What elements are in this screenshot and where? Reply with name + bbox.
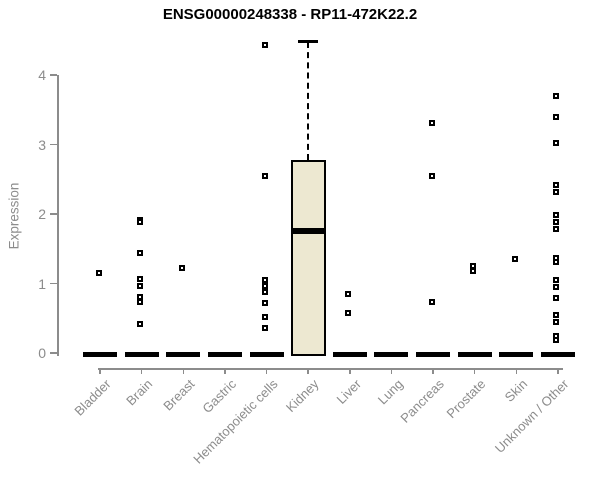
y-tick — [50, 352, 57, 354]
y-tick — [50, 74, 57, 76]
y-tick — [50, 282, 57, 285]
y-tick — [50, 213, 57, 215]
upper-whisker — [307, 41, 310, 160]
zero-median-dash — [207, 351, 242, 357]
outlier-point — [262, 299, 269, 306]
outlier-point — [553, 92, 560, 99]
y-tick-label: 2 — [38, 206, 46, 222]
x-category-label: Lung — [374, 376, 406, 408]
outlier-point — [137, 283, 144, 290]
outlier-point — [553, 181, 560, 188]
outlier-point — [428, 298, 435, 305]
outlier-point — [553, 218, 560, 225]
x-category-label: Kidney — [283, 376, 323, 416]
x-category-label: Pancreas — [397, 376, 447, 426]
outlier-point — [95, 270, 102, 277]
outlier-point — [137, 320, 144, 327]
outlier-point — [345, 309, 352, 316]
outlier-point — [553, 140, 560, 147]
outlier-point — [511, 256, 518, 263]
outlier-point — [553, 318, 560, 325]
zero-median-dash — [540, 351, 575, 357]
outlier-point — [553, 225, 560, 232]
x-category-label: Gastric — [199, 376, 239, 417]
x-category-label: Breast — [160, 376, 198, 414]
y-tick-label: 0 — [38, 345, 46, 361]
outlier-point — [553, 188, 560, 195]
outlier-point — [262, 172, 269, 179]
outlier-point — [262, 42, 269, 49]
outlier-point — [137, 249, 144, 256]
x-tick — [515, 368, 518, 374]
x-tick — [557, 368, 559, 374]
x-tick — [99, 368, 101, 374]
y-tick-label: 3 — [38, 136, 46, 153]
outlier-point — [345, 290, 352, 297]
x-tick — [140, 368, 143, 374]
y-tick — [50, 143, 57, 146]
x-tick — [473, 368, 476, 374]
outlier-point — [262, 324, 269, 331]
x-tick — [224, 368, 226, 374]
outlier-point — [428, 119, 435, 126]
x-tick — [265, 368, 268, 374]
outlier-point — [553, 114, 560, 121]
zero-median-dash — [124, 351, 159, 357]
x-tick — [349, 368, 351, 374]
zero-median-dash — [374, 351, 409, 357]
zero-median-dash — [499, 351, 534, 357]
chart-title: ENSG00000248338 - RP11-472K22.2 — [162, 6, 418, 23]
outlier-point — [553, 283, 560, 290]
outlier-point — [470, 267, 477, 274]
outlier-point — [553, 211, 560, 218]
x-tick — [307, 368, 309, 374]
x-category-label: Skin — [501, 376, 531, 405]
x-axis-line — [98, 368, 563, 370]
zero-median-dash — [332, 351, 367, 357]
x-category-label: Prostate — [443, 376, 489, 422]
x-category-label: Unknown / Other — [492, 376, 572, 456]
outlier-point — [178, 264, 185, 271]
x-tick — [182, 368, 185, 374]
x-category-label: Liver — [333, 376, 364, 407]
outlier-point — [262, 313, 269, 320]
y-tick-label: 4 — [38, 67, 46, 83]
x-tick — [390, 368, 393, 374]
outlier-point — [428, 172, 435, 179]
outlier-point — [553, 311, 560, 318]
outlier-point — [137, 219, 144, 226]
x-category-label: Bladder — [71, 376, 114, 419]
outlier-point — [262, 277, 269, 284]
y-axis-line — [57, 75, 59, 356]
outlier-point — [553, 295, 560, 302]
outlier-point — [553, 277, 560, 284]
whisker-cap — [298, 40, 319, 44]
zero-median-dash — [416, 351, 451, 357]
median-line — [292, 228, 324, 235]
zero-median-dash — [166, 351, 201, 357]
box — [290, 159, 326, 356]
zero-median-dash — [457, 351, 492, 357]
outlier-point — [553, 258, 560, 265]
outlier-point — [553, 337, 560, 344]
zero-median-dash — [83, 351, 117, 357]
x-category-label: Brain — [123, 376, 156, 409]
x-tick — [432, 368, 434, 374]
zero-median-dash — [249, 351, 284, 357]
y-tick-label: 1 — [38, 275, 46, 292]
outlier-point — [137, 299, 144, 306]
outlier-point — [262, 282, 269, 289]
outlier-point — [262, 288, 269, 295]
outlier-point — [137, 276, 144, 283]
